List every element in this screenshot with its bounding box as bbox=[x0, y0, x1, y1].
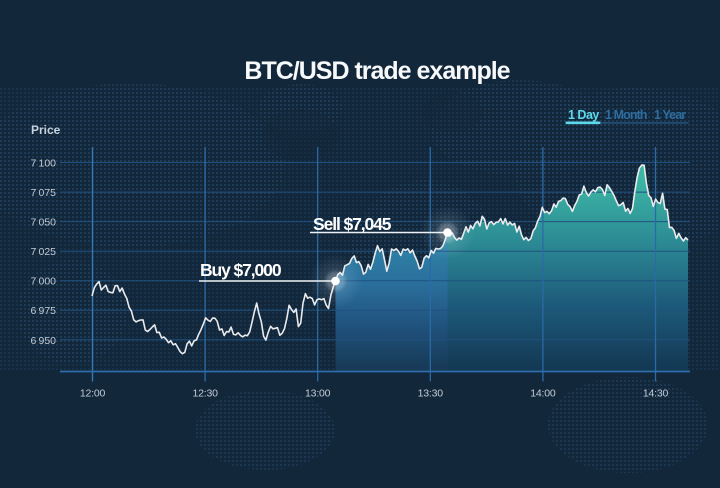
svg-text:7 000: 7 000 bbox=[31, 276, 57, 288]
svg-text:13:00: 13:00 bbox=[305, 388, 331, 400]
svg-text:14:00: 14:00 bbox=[530, 388, 556, 400]
svg-text:1 Month: 1 Month bbox=[605, 108, 647, 122]
svg-text:7 050: 7 050 bbox=[31, 217, 57, 229]
svg-text:1 Day: 1 Day bbox=[568, 108, 599, 122]
svg-text:Buy $7,000: Buy $7,000 bbox=[200, 260, 282, 280]
svg-text:12:00: 12:00 bbox=[80, 388, 106, 400]
svg-text:13:30: 13:30 bbox=[418, 388, 444, 400]
svg-text:12:30: 12:30 bbox=[192, 388, 218, 400]
svg-text:7 100: 7 100 bbox=[31, 158, 57, 170]
svg-text:6 950: 6 950 bbox=[31, 335, 57, 347]
svg-text:14:30: 14:30 bbox=[643, 388, 669, 400]
svg-text:7 075: 7 075 bbox=[31, 187, 57, 199]
svg-text:1 Year: 1 Year bbox=[654, 108, 686, 122]
svg-text:Sell $7,045: Sell $7,045 bbox=[313, 214, 392, 234]
svg-text:6 975: 6 975 bbox=[31, 305, 57, 317]
svg-text:BTC/USD trade example: BTC/USD trade example bbox=[244, 57, 510, 85]
svg-text:7 025: 7 025 bbox=[31, 246, 57, 258]
svg-text:Price: Price bbox=[31, 123, 61, 137]
